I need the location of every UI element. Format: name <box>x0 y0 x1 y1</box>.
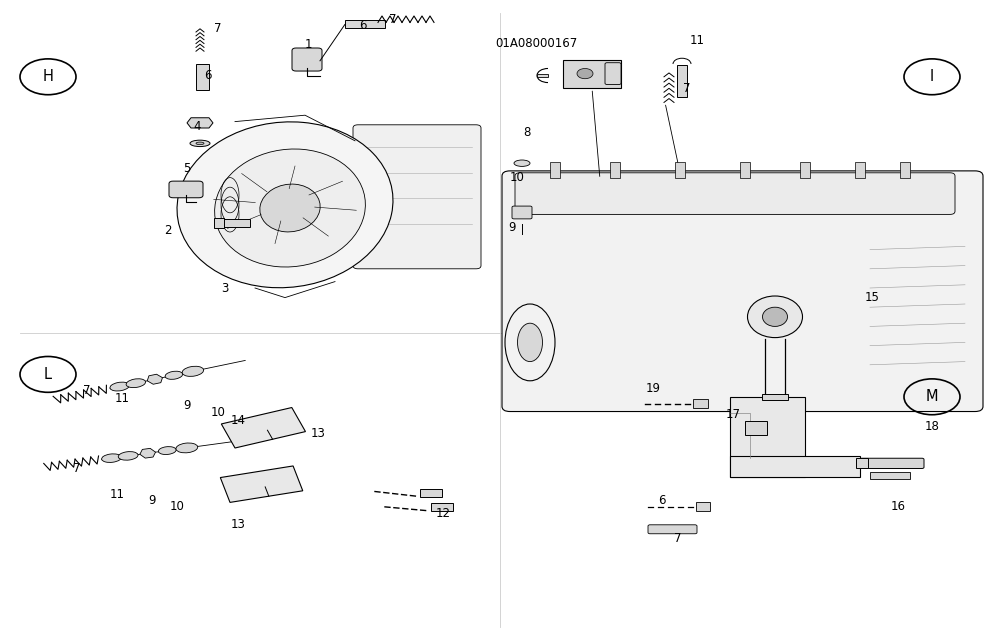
Ellipse shape <box>190 140 210 147</box>
Ellipse shape <box>196 142 204 145</box>
Ellipse shape <box>215 149 365 267</box>
Text: I: I <box>930 69 934 84</box>
Polygon shape <box>221 408 305 448</box>
Text: 7: 7 <box>683 82 691 95</box>
Ellipse shape <box>182 366 204 376</box>
Text: M: M <box>926 389 938 404</box>
Text: 17: 17 <box>726 408 740 420</box>
FancyBboxPatch shape <box>605 63 621 84</box>
FancyBboxPatch shape <box>855 162 865 178</box>
FancyBboxPatch shape <box>675 162 685 178</box>
FancyBboxPatch shape <box>550 162 560 178</box>
Ellipse shape <box>165 371 183 380</box>
Text: 13: 13 <box>231 518 245 531</box>
FancyBboxPatch shape <box>218 219 250 227</box>
FancyBboxPatch shape <box>353 125 481 269</box>
FancyBboxPatch shape <box>537 74 548 77</box>
Text: 6: 6 <box>204 69 212 82</box>
Text: 9: 9 <box>508 221 516 234</box>
Text: L: L <box>44 367 52 382</box>
Text: 12: 12 <box>436 507 450 520</box>
Text: 10: 10 <box>170 500 184 513</box>
Text: 11: 11 <box>110 488 124 500</box>
FancyBboxPatch shape <box>900 162 910 178</box>
Text: 2: 2 <box>164 224 172 237</box>
Polygon shape <box>220 466 303 502</box>
FancyBboxPatch shape <box>870 472 910 479</box>
FancyBboxPatch shape <box>677 65 687 97</box>
Text: 9: 9 <box>148 494 156 507</box>
FancyBboxPatch shape <box>740 162 750 178</box>
FancyBboxPatch shape <box>169 181 203 198</box>
Text: H: H <box>43 69 53 84</box>
Text: 16: 16 <box>891 500 906 513</box>
Polygon shape <box>140 449 156 458</box>
Circle shape <box>577 68 593 79</box>
Text: 1: 1 <box>304 38 312 51</box>
FancyBboxPatch shape <box>610 162 620 178</box>
Text: 5: 5 <box>183 162 191 175</box>
Polygon shape <box>147 374 162 384</box>
Text: 19: 19 <box>646 382 660 395</box>
Ellipse shape <box>177 122 393 288</box>
Ellipse shape <box>126 379 146 388</box>
FancyBboxPatch shape <box>696 502 710 511</box>
FancyBboxPatch shape <box>512 206 532 219</box>
Text: 11: 11 <box>690 34 704 47</box>
Ellipse shape <box>514 160 530 166</box>
Text: 14: 14 <box>230 414 246 427</box>
FancyBboxPatch shape <box>745 421 767 435</box>
FancyBboxPatch shape <box>856 458 868 468</box>
Text: 10: 10 <box>211 406 225 419</box>
FancyBboxPatch shape <box>800 162 810 178</box>
Ellipse shape <box>260 184 320 232</box>
FancyBboxPatch shape <box>693 399 708 408</box>
Text: 7: 7 <box>214 22 222 35</box>
Text: 4: 4 <box>193 120 201 133</box>
FancyBboxPatch shape <box>860 458 924 468</box>
FancyBboxPatch shape <box>196 64 209 90</box>
Ellipse shape <box>110 382 129 391</box>
Text: 6: 6 <box>658 494 666 507</box>
Text: 11: 11 <box>114 392 130 404</box>
Text: 7: 7 <box>83 384 91 397</box>
FancyBboxPatch shape <box>730 397 805 477</box>
Text: 6: 6 <box>359 19 367 32</box>
FancyBboxPatch shape <box>762 394 788 400</box>
Text: 9: 9 <box>183 399 191 412</box>
FancyBboxPatch shape <box>730 456 860 477</box>
Text: 18: 18 <box>925 420 939 433</box>
FancyBboxPatch shape <box>648 525 697 534</box>
Ellipse shape <box>158 447 176 454</box>
FancyBboxPatch shape <box>431 503 453 511</box>
Text: 01A08000167: 01A08000167 <box>495 37 577 50</box>
Text: 7: 7 <box>389 13 397 26</box>
FancyBboxPatch shape <box>515 173 955 214</box>
FancyBboxPatch shape <box>420 489 442 497</box>
Ellipse shape <box>176 443 198 453</box>
FancyBboxPatch shape <box>214 218 224 228</box>
Ellipse shape <box>748 296 802 338</box>
Text: 10: 10 <box>510 171 524 184</box>
Text: 7: 7 <box>73 462 81 475</box>
FancyBboxPatch shape <box>345 20 385 28</box>
FancyBboxPatch shape <box>563 60 621 88</box>
Ellipse shape <box>518 323 542 362</box>
FancyBboxPatch shape <box>502 171 983 412</box>
Text: 3: 3 <box>221 282 229 294</box>
Text: 8: 8 <box>523 126 531 139</box>
Ellipse shape <box>763 307 788 326</box>
Polygon shape <box>187 118 213 128</box>
Ellipse shape <box>102 454 121 463</box>
Text: 13: 13 <box>311 427 325 440</box>
Ellipse shape <box>118 452 138 460</box>
Text: 15: 15 <box>865 291 879 304</box>
Text: 7: 7 <box>674 532 682 545</box>
FancyBboxPatch shape <box>292 48 322 71</box>
